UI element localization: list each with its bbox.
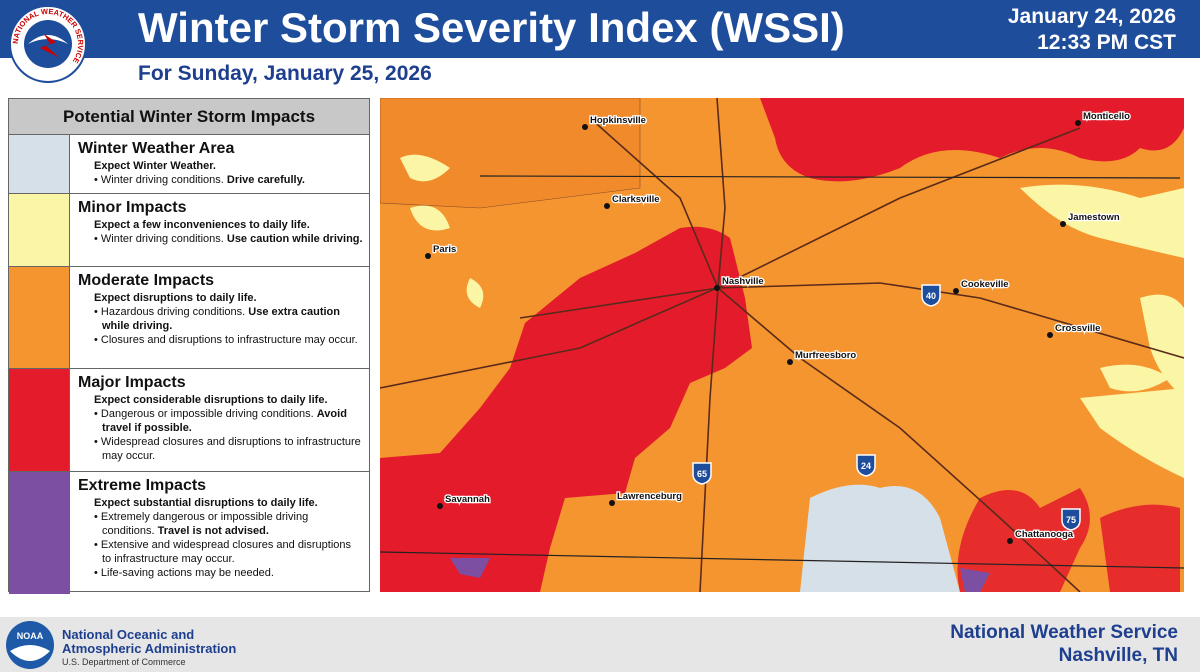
legend-row: Major Impacts Expect considerable disrupt… [9, 369, 369, 472]
city-label: Crossville [1055, 323, 1100, 334]
bullet-text: Hazardous driving conditions. [100, 306, 246, 318]
impact-bullet: • Winter driving conditions. Drive caref… [94, 174, 305, 186]
city-dot [1075, 120, 1081, 126]
interstate-label: 24 [861, 461, 871, 471]
office-line: Nashville, TN [1058, 645, 1178, 666]
map: Hopkinsville Monticello Clarksville Jamesto… [380, 98, 1184, 592]
city-label: Cookeville [961, 279, 1009, 290]
city-dot [1047, 332, 1053, 338]
impact-bullet: • Life-saving actions may be needed. [94, 567, 274, 579]
bullet-text: Widespread closures and disruptions to i… [100, 436, 361, 462]
legend-swatch [9, 369, 70, 471]
agency-line: Atmospheric Administration [62, 641, 237, 656]
city-dot [582, 124, 588, 130]
legend-text: Major Impacts Expect considerable disrupt… [70, 369, 369, 471]
legend-title: Potential Winter Storm Impacts [9, 99, 369, 135]
bullet-emphasis: Use extra caution while driving. [102, 306, 340, 332]
bullet-text: Closures and disruptions to infrastructu… [100, 334, 358, 346]
noaa-logo-text: NOAA [17, 631, 44, 641]
legend-swatch [9, 135, 70, 193]
city-dot [1060, 221, 1066, 227]
city-label: Jamestown [1068, 212, 1120, 223]
impact-name: Minor Impacts [78, 199, 187, 216]
noaa-logo: NOAA [6, 621, 54, 669]
city-dot [609, 500, 615, 506]
legend-row: Extreme Impacts Expect substantial disrup… [9, 472, 369, 594]
city-dot [714, 285, 720, 291]
impact-bullet: • Extensive and widespread closures and … [94, 539, 352, 565]
issue-time: 12:33 PM CST [1037, 31, 1176, 54]
impact-bullet: • Closures and disruptions to infrastruc… [94, 334, 358, 346]
impact-name: Extreme Impacts [78, 477, 207, 494]
impact-bullet: • Widespread closures and disruptions to… [94, 436, 361, 462]
legend-text: Extreme Impacts Expect substantial disrup… [70, 472, 369, 594]
impact-headline: Expect Winter Weather. [94, 160, 216, 172]
city-label: Monticello [1083, 111, 1130, 122]
city-dot [787, 359, 793, 365]
bullet-emphasis: Drive carefully. [226, 174, 305, 186]
bullet-emphasis: Use caution while driving. [226, 233, 363, 245]
legend-row: Moderate Impacts Expect disruptions to da… [9, 267, 369, 369]
interstate-shield [856, 454, 876, 477]
department: U.S. Department of Commerce [62, 657, 186, 667]
city-label: Murfreesboro [795, 350, 856, 361]
impact-name: Winter Weather Area [78, 140, 235, 157]
office-line: National Weather Service [950, 622, 1178, 643]
interstate-label: 65 [697, 469, 707, 479]
city-dot [425, 253, 431, 259]
legend-swatch [9, 267, 70, 368]
impact-name: Major Impacts [78, 374, 186, 391]
legend-row: Minor Impacts Expect a few inconveniences… [9, 194, 369, 267]
impact-headline: Expect substantial disruptions to daily … [94, 497, 318, 509]
city-label: Paris [433, 244, 456, 255]
legend-row: Winter Weather Area Expect Winter Weather… [9, 135, 369, 194]
bullet-text: Winter driving conditions. [100, 233, 224, 245]
city-label: Lawrenceburg [617, 491, 682, 502]
city-label: Clarksville [612, 194, 660, 205]
city-dot [953, 288, 959, 294]
interstate-label: 75 [1066, 515, 1076, 525]
legend-text: Moderate Impacts Expect disruptions to da… [70, 267, 369, 368]
impact-bullet: • Extremely dangerous or impossible driv… [94, 511, 309, 537]
city-label: Nashville [722, 276, 764, 287]
title: Winter Storm Severity Index (WSSI) [138, 4, 845, 51]
impact-bullet: • Dangerous or impossible driving condit… [94, 408, 347, 434]
city-label: Hopkinsville [590, 115, 646, 126]
bullet-text: Life-saving actions may be needed. [100, 567, 274, 579]
legend-text: Minor Impacts Expect a few inconveniences… [70, 194, 369, 266]
interstate-shield [692, 462, 712, 485]
impact-bullet: • Winter driving conditions. Use caution… [94, 233, 363, 245]
bullet-text: Extremely dangerous or impossible drivin… [100, 511, 309, 537]
interstate-shield [921, 284, 941, 307]
legend-text: Winter Weather Area Expect Winter Weather… [70, 135, 311, 193]
city-dot [1007, 538, 1013, 544]
city-label: Savannah [445, 494, 490, 505]
issue-date: January 24, 2026 [1007, 5, 1176, 28]
bullet-emphasis: Travel is not advised. [157, 525, 269, 537]
bullet-text: Dangerous or impossible driving conditio… [100, 408, 314, 420]
city-label: Chattanooga [1015, 529, 1074, 540]
bullet-text: Winter driving conditions. [100, 174, 224, 186]
legend-swatch [9, 472, 70, 594]
agency-line: National Oceanic and [62, 627, 195, 642]
interstate-shield [1061, 508, 1081, 531]
header-bar: Winter Storm Severity Index (WSSI) Janua… [0, 0, 1200, 58]
legend: Potential Winter Storm Impacts Winter We… [8, 98, 370, 594]
interstate-label: 40 [926, 291, 936, 301]
city-dot [604, 203, 610, 209]
subtitle: For Sunday, January 25, 2026 [138, 62, 432, 85]
bullet-emphasis: Avoid travel if possible. [102, 408, 347, 434]
bullet-text: Extensive and widespread closures and di… [100, 539, 352, 565]
impact-headline: Expect disruptions to daily life. [94, 292, 257, 304]
impact-headline: Expect a few inconveniences to daily lif… [94, 219, 310, 231]
impact-name: Moderate Impacts [78, 272, 215, 289]
legend-swatch [9, 194, 70, 266]
impact-bullet: • Hazardous driving conditions. Use extr… [94, 306, 340, 332]
city-dot [437, 503, 443, 509]
impact-headline: Expect considerable disruptions to daily… [94, 394, 328, 406]
nws-logo: NATIONAL WEATHER SERVICE [9, 5, 87, 83]
footer: NOAA National Oceanic and Atmospheric Ad… [0, 617, 1200, 672]
